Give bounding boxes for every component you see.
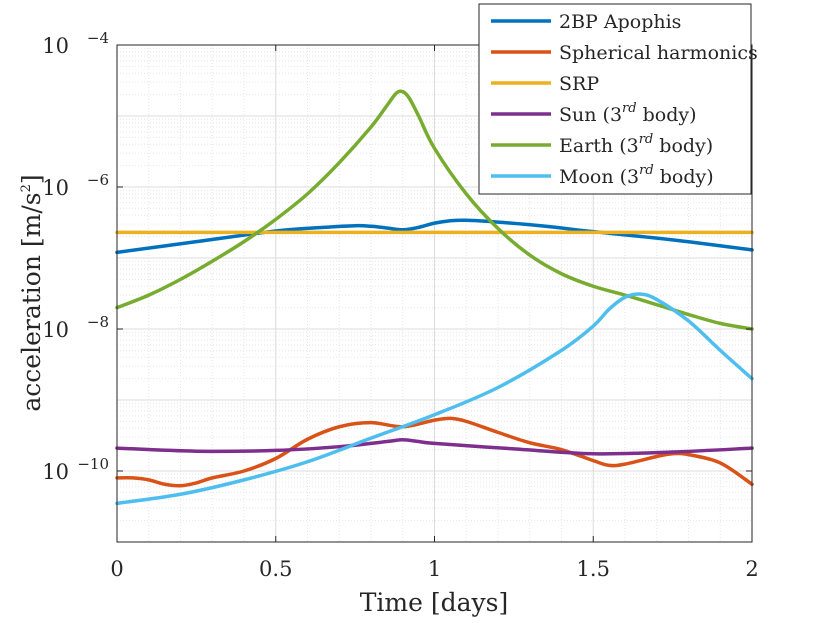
legend-entry-text: 2BP Apophis bbox=[559, 11, 681, 33]
x-tick-label: 0 bbox=[110, 557, 123, 581]
legend-entry-text: Earth (3 bbox=[559, 135, 639, 157]
legend-entry-label: Sun (3rd body) bbox=[559, 101, 697, 126]
legend-entry-label: Earth (3rd body) bbox=[559, 132, 713, 157]
legend-entry-superscript: rd bbox=[639, 163, 654, 178]
series-line-2bp-apophis bbox=[115, 218, 754, 255]
series-line-spherical-harmonics bbox=[115, 416, 754, 488]
legend-entry-label: 2BP Apophis bbox=[559, 11, 681, 33]
series-line-moon-3rd-body bbox=[115, 292, 754, 506]
series-group bbox=[115, 89, 754, 506]
y-tick-exponent: −6 bbox=[87, 171, 109, 189]
x-tick-label: 2 bbox=[745, 557, 758, 581]
x-axis-label: Time [days] bbox=[360, 588, 509, 617]
series-line-earth-3rd-body bbox=[115, 89, 754, 331]
legend-entry-label: Moon (3rd body) bbox=[559, 163, 714, 188]
y-tick-exponent: −10 bbox=[77, 455, 109, 473]
legend-entry-label: SRP bbox=[559, 73, 599, 95]
y-tick-exponent: −4 bbox=[87, 29, 109, 47]
y-axis-label: acceleration [m/s2] bbox=[17, 174, 46, 411]
x-tick-label: 0.5 bbox=[259, 557, 292, 581]
y-tick-exponent: −8 bbox=[87, 313, 109, 331]
legend-entry-label: Spherical harmonics bbox=[559, 42, 758, 64]
legend-entry-text: Moon (3 bbox=[559, 166, 639, 188]
x-tick-label: 1.5 bbox=[577, 557, 610, 581]
legend-entry-tail: body) bbox=[637, 104, 697, 126]
legend-entry-text: Sun (3 bbox=[559, 104, 622, 126]
legend-entry-superscript: rd bbox=[622, 101, 637, 116]
legend-box bbox=[478, 3, 752, 195]
legend-entry-tail: body) bbox=[654, 166, 714, 188]
series-line-sun-3rd-body bbox=[115, 438, 754, 456]
legend-entry-text: Spherical harmonics bbox=[559, 42, 758, 64]
legend-entry-tail: body) bbox=[653, 135, 713, 157]
legend-entry-text: SRP bbox=[559, 73, 599, 95]
legend-entry-superscript: rd bbox=[639, 132, 654, 147]
x-tick-label: 1 bbox=[428, 557, 441, 581]
